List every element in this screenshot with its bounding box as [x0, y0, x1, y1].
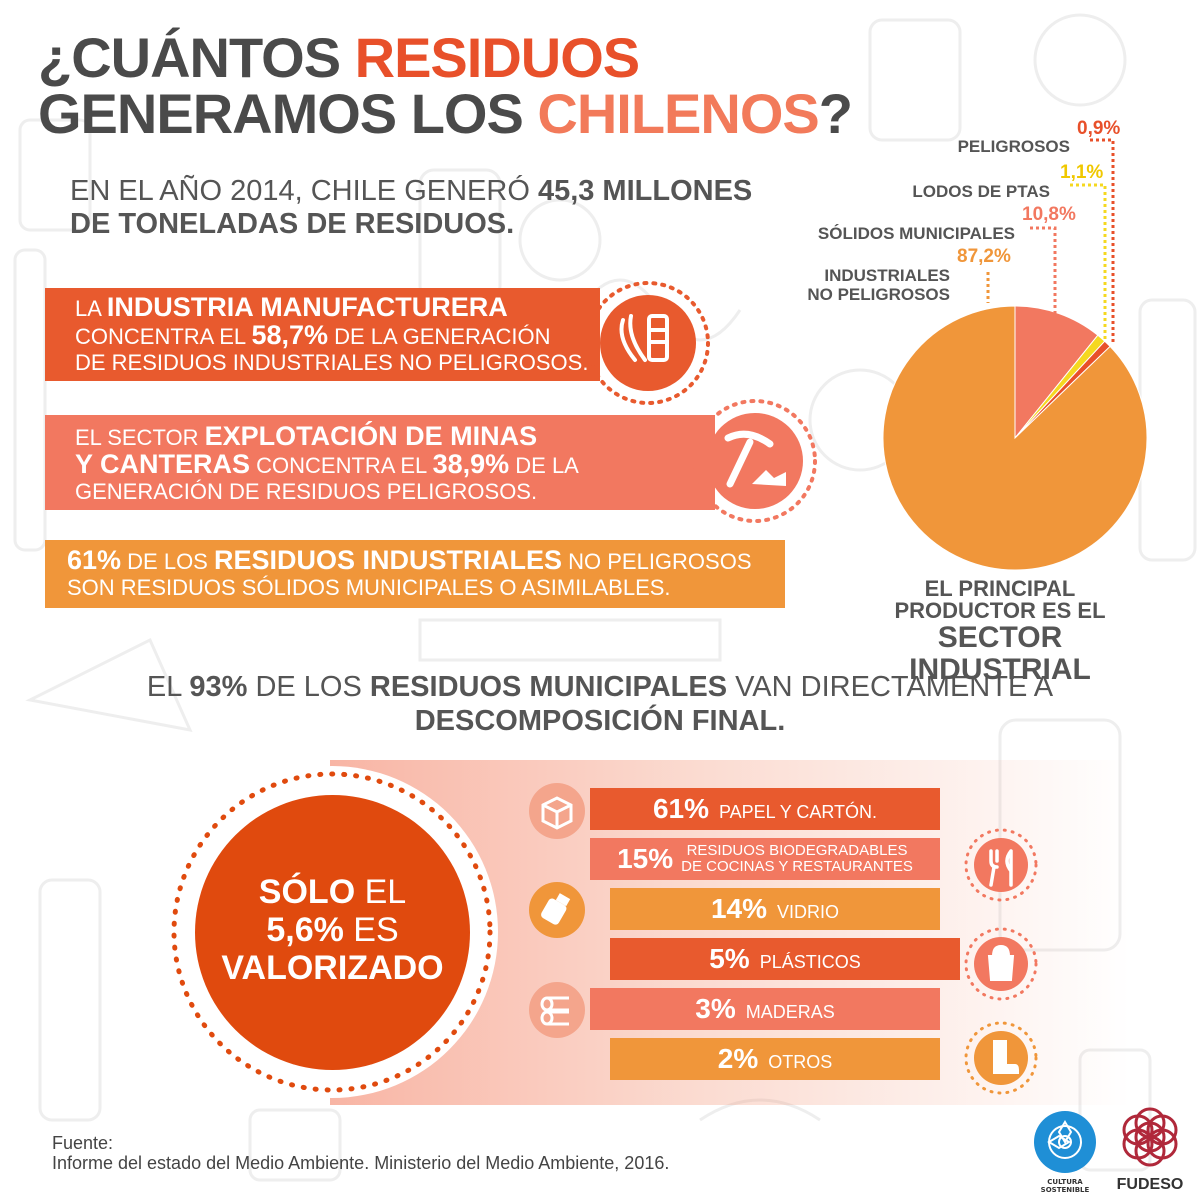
bar-label: PLÁSTICOS [749, 952, 861, 972]
wood-logs-icon [529, 982, 585, 1038]
waste-pie-chart [882, 138, 1148, 571]
composition-bar: 14% VIDRIO [610, 888, 940, 930]
cutlery-icon [964, 828, 1038, 902]
pie-value-solidos: 10,8% [1022, 204, 1076, 225]
composition-bar: 2% OTROS [610, 1038, 940, 1080]
bar-value: 5% [709, 943, 750, 974]
pie-leader-solidos [1030, 226, 1057, 325]
source-note: Fuente: Informe del estado del Medio Amb… [52, 1133, 670, 1173]
manufacturing-banner: LA INDUSTRIA MANUFACTURERA CONCENTRA EL … [45, 288, 600, 381]
pie-leader-peligrosos [1090, 138, 1115, 342]
pie-label-peligrosos: PELIGROSOS [957, 137, 1070, 156]
mining-banner: EL SECTOR EXPLOTACIÓN DE MINAS Y CANTERA… [45, 415, 715, 510]
pie-label-lodos: LODOS DE PTAS [912, 182, 1050, 201]
bar-value: 15% [617, 843, 674, 874]
pie-value-lodos: 1,1% [1060, 162, 1104, 183]
bar-label: PAPEL Y CARTÓN. [708, 802, 878, 822]
municipal-statement: EL 93% DE LOS RESIDUOS MUNICIPALES VAN D… [146, 671, 1054, 737]
bar-label: RESIDUOS BIODEGRADABLES DE COCINAS Y REST… [681, 842, 913, 875]
bar-value: 61% [652, 793, 709, 824]
bar-label: OTROS [758, 1052, 833, 1072]
main-producer-text: EL PRINCIPAL PRODUCTOR ES EL SECTOR INDU… [894, 576, 1106, 686]
bar-label: MADERAS [735, 1002, 835, 1022]
fudeso-logo: FUDESO [1112, 1102, 1188, 1194]
composition-bar: 5% PLÁSTICOS [610, 938, 960, 980]
plastic-bag-icon [964, 927, 1038, 1001]
pie-label-solidos: SÓLIDOS MUNICIPALES [817, 224, 1015, 243]
bottle-icon [529, 882, 585, 938]
box-icon [529, 783, 585, 839]
pickaxe-icon [692, 398, 818, 524]
page-title: ¿CUÁNTOS RESIDUOS GENERAMOS LOS CHILENOS… [38, 26, 853, 145]
industrial-waste-banner: 61% DE LOS RESIDUOS INDUSTRIALES NO PELI… [45, 540, 785, 608]
sewing-icon [585, 280, 711, 406]
pie-label-industriales: INDUSTRIALES NO PELIGROSOS [807, 266, 950, 304]
bar-value: 2% [717, 1043, 759, 1074]
pie-slice-industriales [882, 305, 1148, 571]
cultura-sostenible-logo: CULTURA SOSTENIBLE [1030, 1110, 1100, 1194]
pie-value-peligrosos: 0,9% [1077, 118, 1121, 139]
composition-bar: 15% RESIDUOS BIODEGRADABLES DE COCINAS Y R… [590, 838, 940, 880]
bar-value: 3% [695, 993, 736, 1024]
composition-bar: 3% MADERAS [590, 988, 940, 1030]
pie-leader-lodos [1070, 183, 1107, 342]
composition-bar: 61% PAPEL Y CARTÓN. [590, 788, 940, 830]
pie-slice-solidos [1014, 305, 1099, 440]
bar-label: VIDRIO [767, 902, 840, 922]
boot-icon [964, 1021, 1038, 1095]
bar-value: 14% [710, 893, 768, 924]
valorized-circle: SÓLO EL 5,6% ES VALORIZADO [195, 795, 470, 1070]
intro-text: EN EL AÑO 2014, CHILE GENERÓ 45,3 MILLON… [70, 175, 753, 240]
pie-value-industriales: 87,2% [957, 246, 1011, 267]
